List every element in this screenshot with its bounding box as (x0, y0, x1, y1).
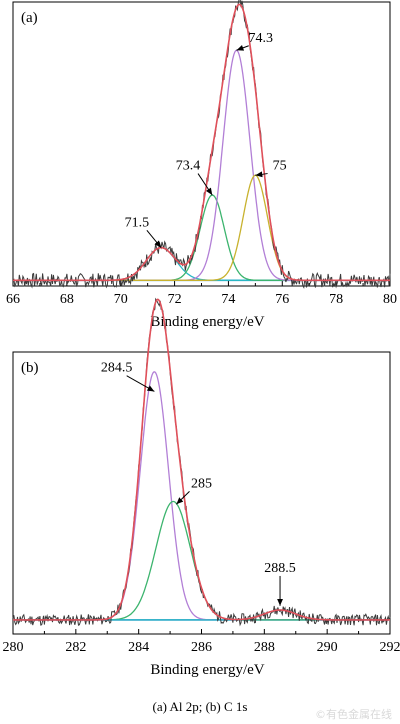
figure-caption: (a) Al 2p; (b) C 1s (152, 699, 248, 714)
component-peak-2 (13, 49, 390, 281)
peak-label: 75 (273, 159, 287, 174)
x-axis-title: Binding energy/eV (150, 662, 264, 678)
x-tick-label: 68 (60, 292, 74, 307)
component-peak-3 (13, 174, 390, 281)
x-tick-label: 72 (168, 292, 182, 307)
component-peak-0 (13, 371, 390, 621)
peak-label: 71.5 (125, 215, 150, 230)
component-peak-1 (13, 500, 390, 621)
envelope-line (13, 3, 390, 282)
component-peak-1 (13, 194, 390, 281)
x-tick-label: 80 (383, 292, 397, 307)
peak-label: 288.5 (264, 561, 296, 576)
x-tick-label: 66 (6, 292, 20, 307)
raw-data-line (12, 0, 391, 289)
x-tick-label: 292 (380, 640, 400, 655)
x-axis-title: Binding energy/eV (150, 314, 264, 330)
peak-arrow (146, 230, 162, 248)
peak-arrow (126, 375, 155, 392)
peak-label: 285 (191, 476, 212, 491)
plot-frame (12, 1, 391, 287)
x-tick-label: 70 (114, 292, 128, 307)
x-tick-label: 78 (329, 292, 343, 307)
x-tick-label: 286 (191, 640, 212, 655)
raw-data-line (12, 297, 391, 627)
x-tick-label: 284 (128, 640, 149, 655)
x-tick-label: 288 (254, 640, 275, 655)
peak-arrow (176, 491, 190, 505)
panel-label: (a) (21, 10, 38, 26)
x-tick-label: 74 (221, 292, 235, 307)
peak-label: 73.4 (176, 159, 201, 174)
component-peak-0 (13, 247, 390, 281)
chart-panel-b: 280 282 284 286 288 290 292 Binding energy/eV (b… (3, 297, 400, 678)
watermark-text: ©有色金属在线 (315, 708, 392, 721)
x-tick-label: 280 (3, 640, 24, 655)
x-tick-label: 76 (275, 292, 289, 307)
peak-arrow (255, 171, 268, 178)
peak-label: 74.3 (248, 31, 273, 46)
x-tick-label: 282 (65, 640, 86, 655)
peak-arrow (236, 45, 249, 51)
peak-arrow (197, 173, 213, 196)
envelope-line (13, 298, 390, 621)
peak-label: 284.5 (101, 361, 133, 376)
x-tick-label: 290 (317, 640, 338, 655)
panel-label: (b) (21, 360, 39, 376)
chart-panel-a: 66 68 70 72 74 76 78 80 Binding energy/eV (a) 71.5… (6, 0, 397, 330)
